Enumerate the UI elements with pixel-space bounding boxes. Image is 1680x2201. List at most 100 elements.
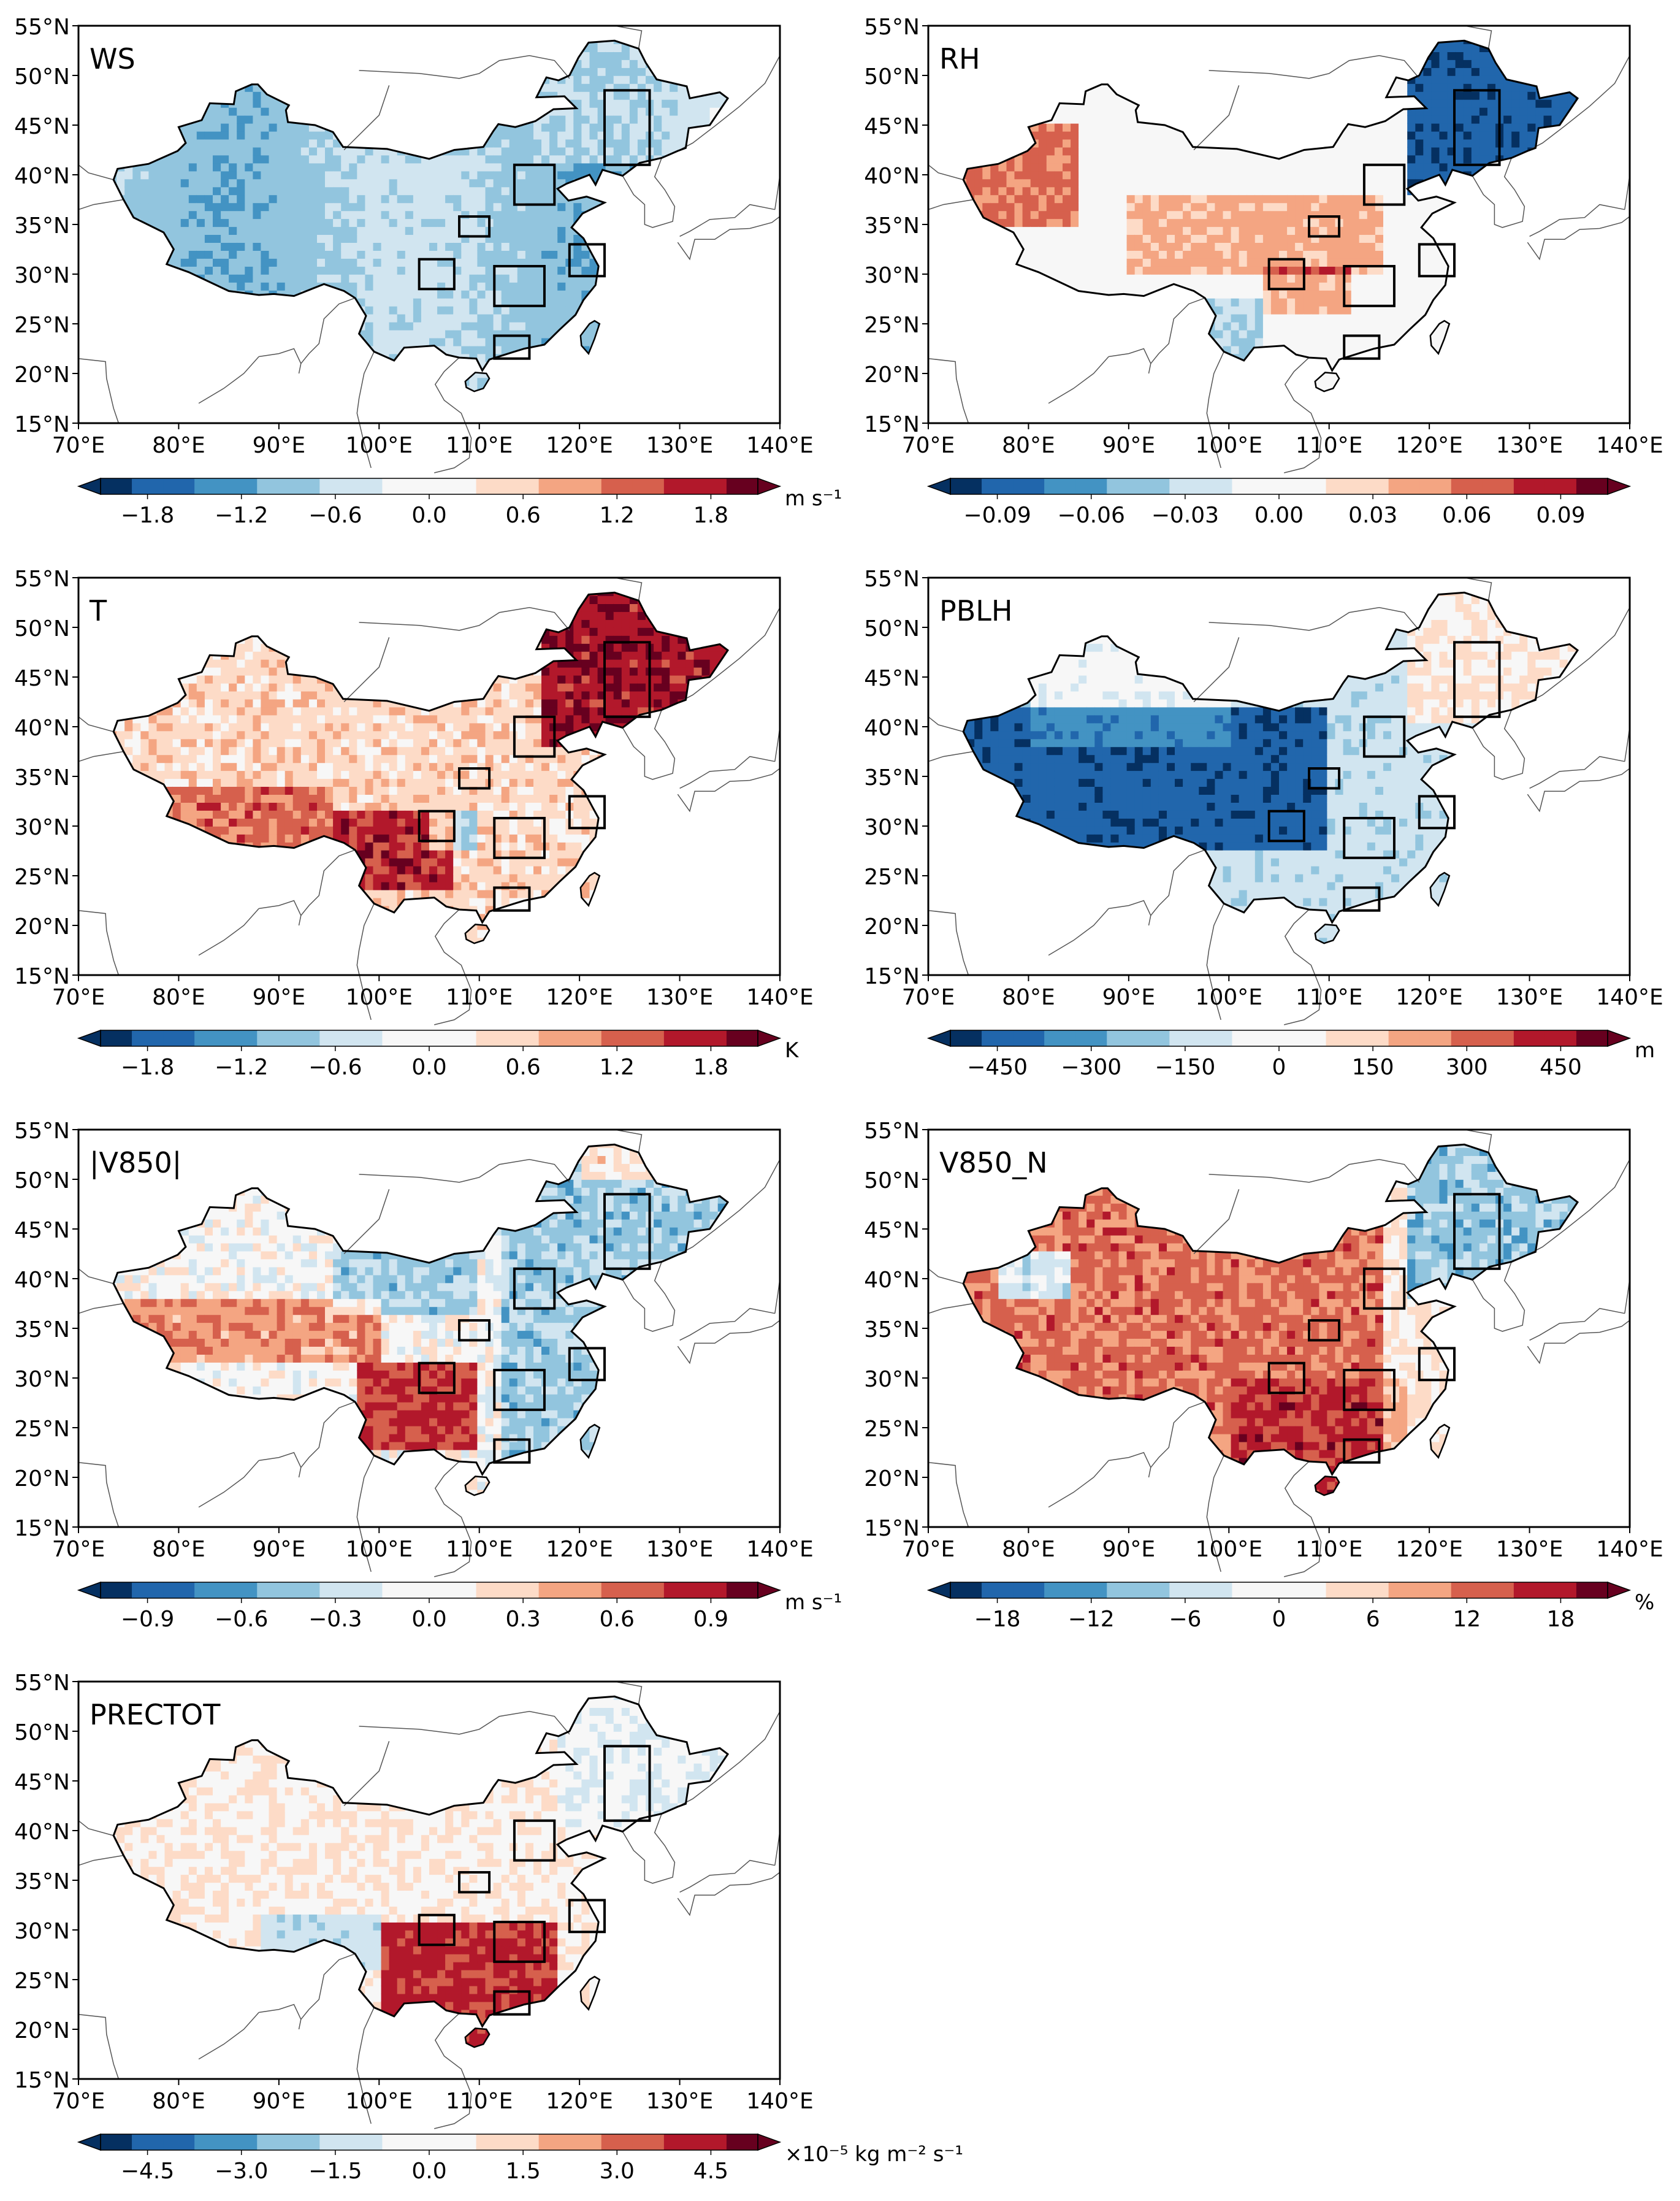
t-colorbar-tick: −0.6 bbox=[308, 1055, 362, 1080]
panel-t: T 55°N 50°N 45°N 40°N 35°N 30°N 25°N 20°N 15°N70°… bbox=[14, 567, 813, 1080]
pblh-hainan-border bbox=[1314, 924, 1340, 944]
t-lon-tick-label: 90°E bbox=[253, 985, 306, 1010]
t-lon-tick-label: 70°E bbox=[52, 985, 105, 1010]
ws-region-box bbox=[603, 89, 651, 166]
v850-colorbar: −0.9 −0.6 −0.3 0.0 0.3 0.6 0.9 m s⁻¹ bbox=[77, 1581, 842, 1632]
rh-region-box bbox=[1308, 215, 1341, 238]
ws-lon-tick-label: 100°E bbox=[346, 433, 413, 458]
v850-lat-tick-label: 55°N bbox=[14, 1119, 70, 1144]
prectot-colorbar-tick: 4.5 bbox=[693, 2159, 728, 2184]
t-field bbox=[113, 592, 728, 944]
v850-region-box bbox=[568, 1347, 606, 1382]
rh-hainan-border bbox=[1314, 372, 1340, 392]
v850-lat-tick-label: 45°N bbox=[14, 1218, 70, 1243]
panel-v850n: V850_N 55°N 50°N 45°N 40°N 35°N 30°N 25°N 20°N 15… bbox=[864, 1119, 1663, 1632]
v850-lon-tick-label: 90°E bbox=[253, 1537, 306, 1562]
prectot-region-box bbox=[418, 1913, 456, 1946]
ws-hainan-border bbox=[464, 372, 491, 392]
v850-lon-tick-label: 140°E bbox=[746, 1537, 813, 1562]
v850n-colorbar-tick: 0 bbox=[1272, 1607, 1286, 1632]
v850-lon-tick-label: 80°E bbox=[152, 1537, 205, 1562]
ws-field bbox=[113, 40, 728, 392]
v850-colorbar-tick: 0.6 bbox=[600, 1607, 635, 1632]
v850n-field bbox=[963, 1144, 1578, 1496]
v850n-lon-tick-label: 130°E bbox=[1496, 1537, 1563, 1562]
pblh-panel-label: PBLH bbox=[939, 594, 1013, 627]
pblh-lat-tick-label: 55°N bbox=[864, 567, 920, 592]
ws-lat-tick-label: 25°N bbox=[14, 313, 70, 338]
v850-lat-tick-label: 40°N bbox=[14, 1268, 70, 1293]
v850n-lat-tick-label: 35°N bbox=[864, 1317, 920, 1342]
prectot-taiwan-border bbox=[579, 1975, 601, 2011]
prectot-lon-tick-label: 100°E bbox=[346, 2089, 413, 2114]
prectot-region-box bbox=[603, 1745, 651, 1822]
rh-panel-label: RH bbox=[939, 42, 980, 75]
prectot-lon-tick-label: 90°E bbox=[253, 2089, 306, 2114]
rh-region-box bbox=[1418, 243, 1456, 278]
v850n-lat-tick-label: 45°N bbox=[864, 1218, 920, 1243]
pblh-lat-tick-label: 40°N bbox=[864, 716, 920, 741]
panel-pblh: PBLH 55°N 50°N 45°N 40°N 35°N 30°N 25°N 20°N 15°N… bbox=[864, 567, 1663, 1080]
v850-lon-tick-label: 100°E bbox=[346, 1537, 413, 1562]
prectot-colorbar-tick: 1.5 bbox=[506, 2159, 541, 2184]
t-lon-tick-label: 130°E bbox=[646, 985, 713, 1010]
v850n-lat-tick-label: 20°N bbox=[864, 1466, 920, 1491]
prectot-region-box bbox=[513, 1819, 556, 1862]
rh-region-box bbox=[1343, 334, 1381, 360]
v850n-coastlines bbox=[928, 1129, 1630, 1577]
v850n-lon-tick-label: 90°E bbox=[1102, 1537, 1156, 1562]
rh-field bbox=[963, 40, 1578, 392]
rh-lat-tick-label: 50°N bbox=[864, 64, 920, 90]
ws-lat-tick-label: 30°N bbox=[14, 263, 70, 288]
panel-ws: WS 55°N 50°N 45°N 40°N 35°N 30°N 25°N 20°N 15°N70… bbox=[14, 15, 842, 528]
prectot-lon-tick-label: 80°E bbox=[152, 2089, 205, 2114]
ws-colorbar-tick: −1.2 bbox=[215, 503, 268, 528]
prectot-lon-tick-label: 130°E bbox=[646, 2089, 713, 2114]
pblh-colorbar-tick: −150 bbox=[1155, 1055, 1215, 1080]
v850-region-box bbox=[513, 1267, 556, 1310]
v850n-lon-tick-label: 70°E bbox=[902, 1537, 955, 1562]
rh-coastlines bbox=[928, 25, 1630, 473]
v850n-lat-tick-label: 15°N bbox=[864, 1516, 920, 1541]
prectot-region-box bbox=[493, 1990, 531, 2016]
rh-lon-tick-label: 140°E bbox=[1596, 433, 1663, 458]
pblh-region-box bbox=[1343, 886, 1381, 912]
t-region-box bbox=[458, 767, 491, 790]
v850n-colorbar-tick: 12 bbox=[1453, 1607, 1481, 1632]
rh-colorbar-tick: 0.00 bbox=[1254, 503, 1304, 528]
t-lat-tick-label: 25°N bbox=[14, 865, 70, 890]
rh-lat-tick-label: 45°N bbox=[864, 114, 920, 139]
ws-lat-tick-label: 45°N bbox=[14, 114, 70, 139]
pblh-lon-tick-label: 130°E bbox=[1496, 985, 1563, 1010]
pblh-region-box bbox=[1308, 767, 1341, 790]
pblh-colorbar-unit: m bbox=[1635, 1038, 1655, 1063]
rh-lat-tick-label: 35°N bbox=[864, 213, 920, 239]
ws-colorbar: −1.8 −1.2 −0.6 0.0 0.6 1.2 1.8 m s⁻¹ bbox=[77, 477, 842, 528]
v850n-region-box bbox=[1308, 1319, 1341, 1342]
ws-lat-tick-label: 15°N bbox=[14, 412, 70, 437]
pblh-lat-tick-label: 30°N bbox=[864, 815, 920, 840]
rh-lat-tick-label: 25°N bbox=[864, 313, 920, 338]
rh-lon-tick-label: 110°E bbox=[1296, 433, 1362, 458]
ws-colorbar-tick: 0.0 bbox=[411, 503, 446, 528]
pblh-lat-tick-label: 15°N bbox=[864, 964, 920, 989]
t-panel-label: T bbox=[89, 594, 107, 627]
rh-region-box bbox=[1267, 258, 1305, 291]
t-colorbar: −1.8 −1.2 −0.6 0.0 0.6 1.2 1.8 K bbox=[77, 1029, 800, 1080]
ws-lat-tick-label: 55°N bbox=[14, 15, 70, 40]
t-region-box bbox=[568, 795, 606, 830]
v850-lon-tick-label: 130°E bbox=[646, 1537, 713, 1562]
prectot-china-border bbox=[112, 1695, 730, 2029]
v850n-lon-tick-label: 140°E bbox=[1596, 1537, 1663, 1562]
v850-lon-tick-label: 110°E bbox=[446, 1537, 513, 1562]
pblh-lon-tick-label: 70°E bbox=[902, 985, 955, 1010]
v850-lon-tick-label: 120°E bbox=[546, 1537, 613, 1562]
t-lat-tick-label: 15°N bbox=[14, 964, 70, 989]
ws-region-box bbox=[568, 243, 606, 278]
v850n-lon-tick-label: 80°E bbox=[1002, 1537, 1055, 1562]
prectot-lat-tick-label: 50°N bbox=[14, 1720, 70, 1745]
pblh-field bbox=[963, 592, 1578, 944]
rh-lon-tick-label: 120°E bbox=[1396, 433, 1462, 458]
ws-colorbar-tick: −1.8 bbox=[121, 503, 174, 528]
v850n-region-box bbox=[1453, 1193, 1501, 1270]
